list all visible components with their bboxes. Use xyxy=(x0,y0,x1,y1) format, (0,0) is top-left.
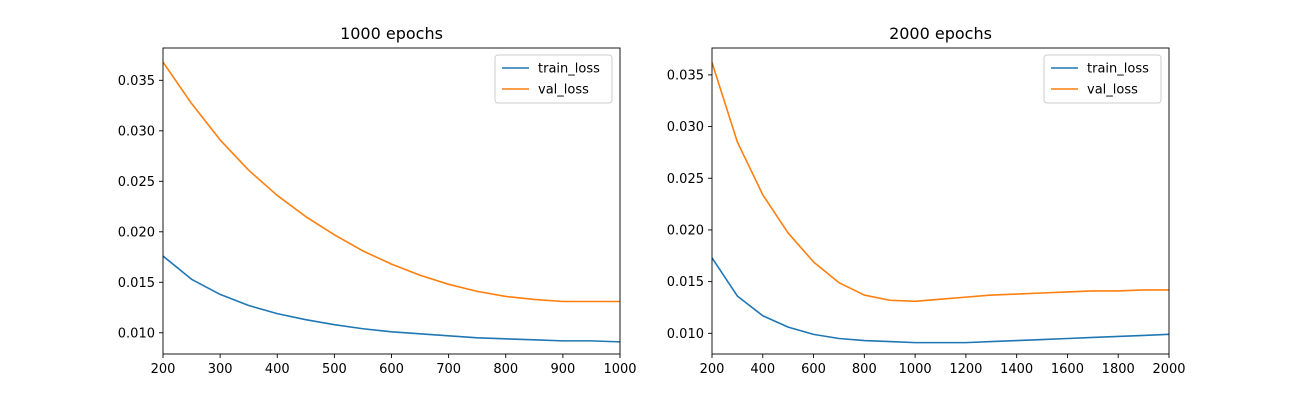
series-line-train_loss xyxy=(712,257,1169,344)
x-tick-label: 1000 xyxy=(603,362,636,377)
x-tick-label: 700 xyxy=(436,362,461,377)
x-tick-label: 1400 xyxy=(1000,362,1033,377)
legend-box xyxy=(494,54,613,104)
y-tick-label: 0.010 xyxy=(667,327,704,342)
chart-panel-2: 200 400 600 800 1000 1200 1400 1600 1800 2000 0.01… xyxy=(667,24,1186,377)
legend: train_loss val_loss xyxy=(494,54,613,104)
y-tick-label: 0.015 xyxy=(667,275,704,290)
x-tick-label: 200 xyxy=(151,362,176,377)
x-tick-label: 2000 xyxy=(1152,362,1185,377)
x-tick-label: 900 xyxy=(550,362,575,377)
series-line-train_loss xyxy=(163,255,620,343)
series-line-val_loss xyxy=(163,61,620,303)
y-tick-label: 0.030 xyxy=(118,124,155,139)
x-tick-label: 1600 xyxy=(1051,362,1084,377)
x-tick-label: 800 xyxy=(852,362,877,377)
y-tick-label: 0.030 xyxy=(667,120,704,135)
y-tick-label: 0.020 xyxy=(118,225,155,240)
x-tick-label: 400 xyxy=(265,362,290,377)
x-tick-label: 600 xyxy=(801,362,826,377)
x-tick-label: 1000 xyxy=(899,362,932,377)
y-tick-label: 0.010 xyxy=(118,326,155,341)
legend-box xyxy=(1043,54,1162,104)
y-tick-label: 0.015 xyxy=(118,276,155,291)
y-tick-label: 0.035 xyxy=(667,68,704,83)
x-tick-label: 500 xyxy=(322,362,347,377)
legend-label-train_loss: train_loss xyxy=(538,62,600,77)
x-tick-label: 400 xyxy=(750,362,775,377)
y-tick-label: 0.020 xyxy=(667,223,704,238)
legend: train_loss val_loss xyxy=(1043,54,1162,104)
legend-label-val_loss: val_loss xyxy=(538,83,589,98)
chart-title: 2000 epochs xyxy=(889,24,992,43)
x-tick-label: 1800 xyxy=(1102,362,1135,377)
x-tick-label: 300 xyxy=(208,362,233,377)
x-tick-label: 800 xyxy=(493,362,518,377)
x-tick-label: 1200 xyxy=(949,362,982,377)
legend-label-train_loss: train_loss xyxy=(1087,62,1149,77)
y-tick-label: 0.035 xyxy=(118,74,155,89)
y-tick-label: 0.025 xyxy=(118,175,155,190)
axes-frame xyxy=(711,47,1170,355)
series-line-val_loss xyxy=(712,62,1169,303)
chart-panel-1: 200 300 400 500 600 700 800 900 1000 0.010 0.015 0.… xyxy=(118,24,637,377)
y-tick-label: 0.025 xyxy=(667,172,704,187)
chart-title: 1000 epochs xyxy=(340,24,443,43)
legend-label-val_loss: val_loss xyxy=(1087,83,1138,98)
x-tick-label: 200 xyxy=(700,362,725,377)
x-tick-label: 600 xyxy=(379,362,404,377)
